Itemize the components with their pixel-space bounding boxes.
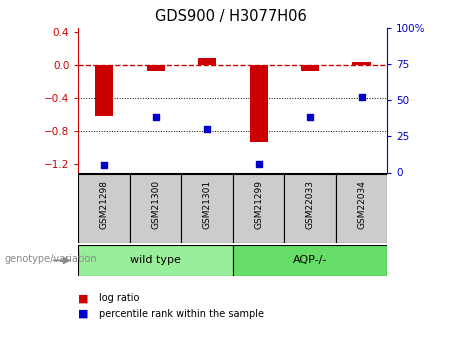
Bar [301, 65, 319, 71]
Bar [353, 61, 371, 65]
Point [255, 161, 262, 167]
Text: AQP-/-: AQP-/- [293, 256, 327, 265]
Text: GSM21300: GSM21300 [151, 180, 160, 229]
Bar [130, 174, 181, 243]
Bar [233, 245, 387, 276]
Text: wild type: wild type [130, 256, 181, 265]
Bar [249, 65, 267, 142]
Text: GSM21301: GSM21301 [202, 180, 212, 229]
Bar [147, 65, 165, 71]
Text: log ratio: log ratio [99, 294, 140, 303]
Text: percentile rank within the sample: percentile rank within the sample [99, 309, 264, 319]
Text: GSM21298: GSM21298 [100, 180, 109, 229]
Text: genotype/variation: genotype/variation [5, 254, 97, 264]
Text: GSM22033: GSM22033 [306, 180, 314, 229]
Text: ■: ■ [78, 294, 89, 303]
Point [203, 126, 211, 132]
Point [306, 115, 313, 120]
Bar [233, 174, 284, 243]
Bar [336, 174, 387, 243]
Bar [181, 174, 233, 243]
Bar [198, 58, 216, 65]
Text: GSM21299: GSM21299 [254, 180, 263, 229]
Bar [95, 65, 113, 116]
Bar [78, 174, 130, 243]
Bar [78, 245, 233, 276]
Point [152, 115, 160, 120]
Point [358, 95, 365, 100]
Text: GDS900 / H3077H06: GDS900 / H3077H06 [154, 9, 307, 23]
Bar [284, 174, 336, 243]
Text: ■: ■ [78, 309, 89, 319]
Text: GSM22034: GSM22034 [357, 180, 366, 229]
Point [100, 162, 108, 168]
